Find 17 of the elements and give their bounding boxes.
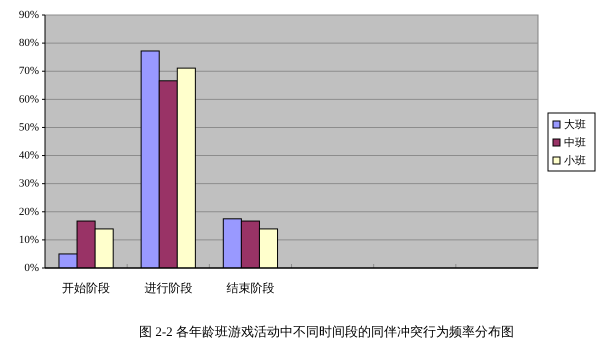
x-tick-label: 开始阶段 <box>62 281 110 295</box>
legend-label: 大班 <box>564 118 586 131</box>
y-tick-label: 0% <box>24 262 39 274</box>
legend-label: 中班 <box>564 136 586 149</box>
y-tick-label: 70% <box>18 65 39 78</box>
y-tick-label: 50% <box>18 121 39 134</box>
y-tick-label: 20% <box>18 206 39 218</box>
y-tick-label: 40% <box>18 150 39 162</box>
y-tick-label: 90% <box>18 9 39 21</box>
text: 图 2-2 各年龄班游戏活动中不同时间段的同伴冲突行为频率分布图 <box>139 324 514 339</box>
y-tick-label: 10% <box>18 234 39 246</box>
y-tick-label: 60% <box>18 93 39 106</box>
y-tick-label: 80% <box>18 37 39 50</box>
x-tick-label: 进行阶段 <box>144 281 192 295</box>
legend-label: 小班 <box>564 154 586 167</box>
y-tick-label: 30% <box>18 178 39 190</box>
x-tick-label: 结束阶段 <box>226 281 274 295</box>
